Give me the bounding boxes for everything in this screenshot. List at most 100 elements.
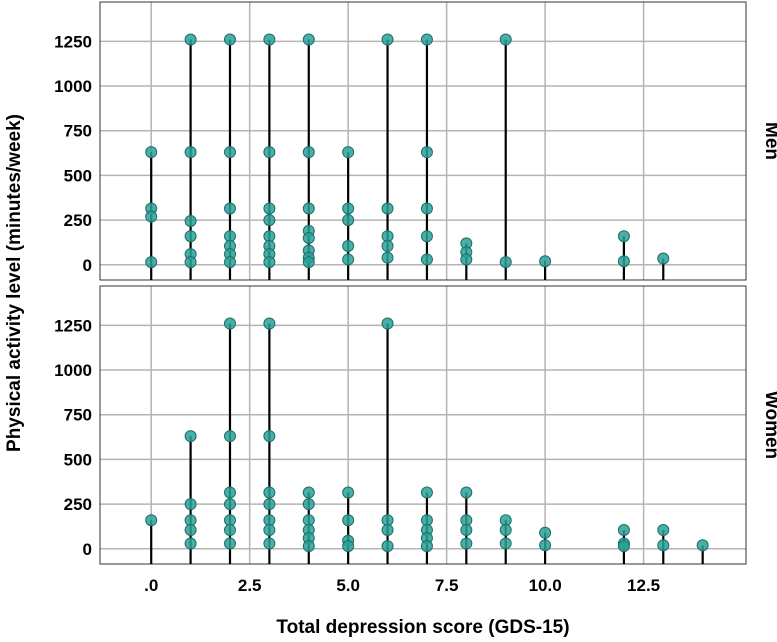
data-point xyxy=(145,256,158,269)
data-point xyxy=(381,524,394,537)
panels-layer: 0 250 500 750 1000 1250 Men 0 250 500 750 1000 1250 W… xyxy=(54,1,777,595)
data-point xyxy=(302,256,315,269)
data-point xyxy=(657,252,670,265)
data-point xyxy=(302,146,315,159)
data-point xyxy=(617,524,630,537)
y-tick-label: 0 xyxy=(83,256,92,275)
data-point xyxy=(381,240,394,253)
data-point xyxy=(460,524,473,537)
y-tick-label: 750 xyxy=(64,122,92,141)
data-point xyxy=(381,317,394,330)
panel-women: 0 250 500 750 1000 1250 Women xyxy=(54,285,777,565)
data-point xyxy=(145,210,158,223)
data-point xyxy=(420,540,433,553)
data-point xyxy=(460,486,473,499)
data-point xyxy=(263,430,276,443)
data-point xyxy=(342,514,355,527)
data-point xyxy=(223,317,236,330)
data-point xyxy=(263,256,276,269)
x-axis-title: Total depression score (GDS-15) xyxy=(276,617,569,638)
y-tick-label: 250 xyxy=(64,495,92,514)
data-point xyxy=(420,146,433,159)
data-point xyxy=(263,146,276,159)
data-point xyxy=(381,251,394,264)
data-point xyxy=(223,33,236,46)
data-point xyxy=(342,146,355,159)
plot-frame xyxy=(99,1,747,281)
data-point xyxy=(342,540,355,553)
data-point xyxy=(184,256,197,269)
data-point xyxy=(223,430,236,443)
y-tick-label: 500 xyxy=(64,166,92,185)
y-tick-label: 1000 xyxy=(54,77,92,96)
data-point xyxy=(302,540,315,553)
data-point xyxy=(617,255,630,268)
data-point xyxy=(342,240,355,253)
y-tick-label: 750 xyxy=(64,406,92,425)
data-point xyxy=(263,498,276,511)
data-point xyxy=(263,486,276,499)
data-point xyxy=(223,202,236,215)
data-point xyxy=(184,146,197,159)
plot-frame xyxy=(99,285,747,565)
data-point xyxy=(302,486,315,499)
data-point xyxy=(657,524,670,537)
data-point xyxy=(499,537,512,550)
data-point xyxy=(302,202,315,215)
y-tick-label: 500 xyxy=(64,450,92,469)
data-point xyxy=(381,202,394,215)
data-point xyxy=(223,486,236,499)
data-point xyxy=(263,33,276,46)
data-point xyxy=(263,537,276,550)
data-point xyxy=(145,146,158,159)
data-point xyxy=(263,317,276,330)
data-point xyxy=(184,215,197,228)
y-axis-title: Physical activity level (minutes/week) xyxy=(4,114,25,452)
panel-label-men: Men xyxy=(761,122,777,160)
data-point xyxy=(263,524,276,537)
x-tick-label: 7.5 xyxy=(435,576,459,595)
data-point xyxy=(223,256,236,269)
data-point xyxy=(184,498,197,511)
data-point xyxy=(302,231,315,244)
data-point xyxy=(381,33,394,46)
data-point xyxy=(499,524,512,537)
data-point xyxy=(145,514,158,527)
data-point xyxy=(657,539,670,552)
x-tick-label: 10.0 xyxy=(529,576,562,595)
data-point xyxy=(420,253,433,266)
x-tick-label: .0 xyxy=(144,576,158,595)
data-point xyxy=(223,146,236,159)
x-tick-label: 12.5 xyxy=(627,576,660,595)
data-point xyxy=(263,214,276,227)
data-point xyxy=(381,540,394,553)
data-point xyxy=(460,537,473,550)
panel-label-women: Women xyxy=(761,391,777,459)
panel-men: 0 250 500 750 1000 1250 Men xyxy=(54,1,777,281)
data-point xyxy=(223,498,236,511)
data-point xyxy=(499,256,512,269)
data-point xyxy=(302,33,315,46)
data-point xyxy=(420,202,433,215)
data-point xyxy=(342,214,355,227)
y-tick-label: 250 xyxy=(64,211,92,230)
data-point xyxy=(539,255,552,268)
x-tick-label: 5.0 xyxy=(336,576,360,595)
data-point xyxy=(184,230,197,243)
data-point xyxy=(342,486,355,499)
data-point xyxy=(263,202,276,215)
data-point xyxy=(420,486,433,499)
x-tick-label: 2.5 xyxy=(238,576,262,595)
data-point xyxy=(223,537,236,550)
data-point xyxy=(342,202,355,215)
data-point xyxy=(342,253,355,266)
data-point xyxy=(617,230,630,243)
y-tick-label: 1250 xyxy=(54,32,92,51)
data-point xyxy=(184,537,197,550)
data-point xyxy=(539,526,552,539)
y-tick-label: 1250 xyxy=(54,316,92,335)
data-point xyxy=(420,230,433,243)
data-point xyxy=(696,539,709,552)
data-point xyxy=(499,33,512,46)
